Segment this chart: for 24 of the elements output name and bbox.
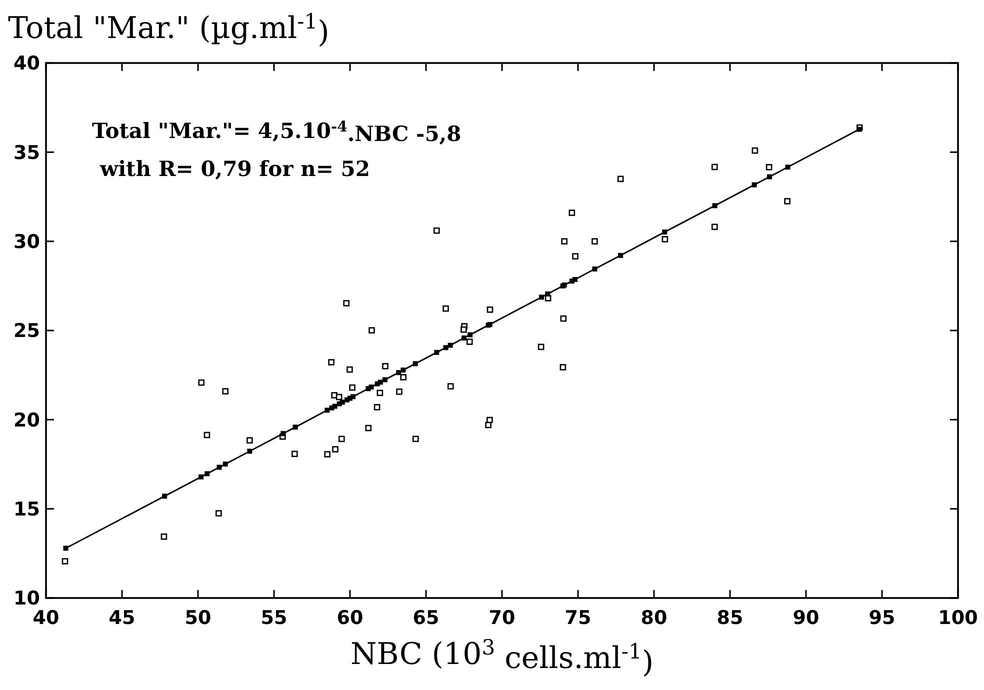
y-tick-label: 15 [14, 498, 40, 520]
x-tick-label: 90 [792, 607, 820, 629]
y-axis-title: Total "Mar." (µg.ml$^{-1}$) [8, 10, 330, 50]
x-tick-label: 80 [640, 607, 668, 629]
y-tick-label: 30 [14, 230, 40, 253]
y-tick-label: 25 [14, 320, 40, 342]
x-tick-label: 45 [108, 607, 136, 629]
x-tick-label: 65 [412, 607, 440, 629]
annotation: with R= 0,79 for n= 52 [99, 156, 370, 181]
x-tick-label: 100 [938, 607, 978, 629]
y-tick-label: 20 [14, 409, 40, 432]
x-tick-label: 85 [716, 607, 744, 629]
x-tick-label: 50 [184, 607, 212, 629]
x-tick-label: 75 [564, 607, 592, 629]
x-tick-label: 40 [32, 607, 60, 629]
y-tick-label: 35 [14, 142, 40, 164]
annotation: Total "Mar."= 4,5.10$^{-4}$.NBC -5,8 [92, 118, 462, 146]
y-tick-label: 40 [14, 52, 40, 75]
x-tick-label: 95 [868, 607, 896, 629]
x-tick-label: 70 [488, 607, 516, 629]
x-tick-label: 60 [336, 607, 364, 629]
x-axis-title: NBC (10$^{3}$ cells.ml$^{-1}$) [350, 636, 654, 680]
x-tick-label: 55 [260, 607, 288, 629]
y-tick-label: 10 [14, 588, 40, 610]
